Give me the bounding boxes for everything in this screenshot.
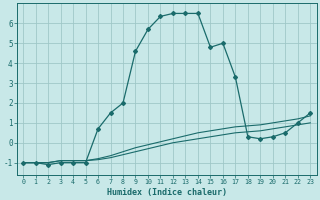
X-axis label: Humidex (Indice chaleur): Humidex (Indice chaleur) <box>107 188 227 197</box>
